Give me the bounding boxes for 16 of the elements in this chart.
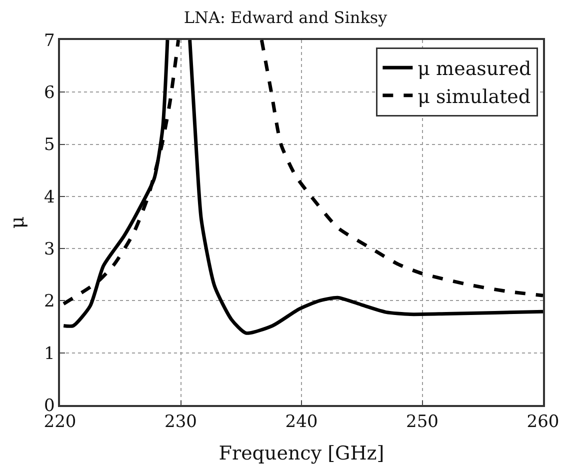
x-tick-label: 250 (406, 412, 438, 432)
y-tick-label: 7 (44, 30, 55, 51)
legend-label: μ measured (418, 58, 532, 80)
x-tick-label: 230 (164, 412, 197, 432)
y-tick-label: 5 (44, 135, 55, 156)
x-tick-label: 240 (285, 412, 318, 432)
y-tick-label: 2 (44, 292, 55, 312)
y-tick-label: 3 (44, 240, 55, 260)
x-tick-label: 260 (526, 412, 560, 432)
x-axis-title: Frequency [GHz] (218, 442, 384, 464)
y-tick-label: 6 (44, 83, 55, 104)
chart-title: LNA: Edward and Sinksy (184, 8, 388, 28)
y-axis-title: μ (6, 216, 28, 229)
y-tick-label: 1 (44, 344, 55, 364)
y-tick-label: 4 (44, 187, 55, 208)
legend-label: μ simulated (418, 86, 531, 108)
